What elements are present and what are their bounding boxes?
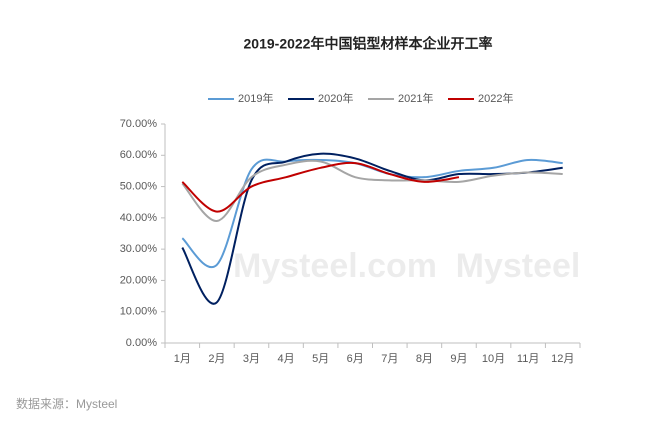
legend-label: 2020年 [318,91,353,105]
x-tick-label: 6月 [347,353,364,365]
y-tick-label: 40.00% [120,212,158,224]
y-tick-label: 50.00% [120,180,158,192]
x-tick-label: 4月 [277,353,294,365]
x-tick-label: 2月 [208,353,225,365]
y-tick-label: 70.00% [120,118,158,130]
x-tick-label: 9月 [450,353,467,365]
line [181,159,563,222]
watermark: Mysteel [456,247,581,285]
legend-label: 2022年 [478,91,513,105]
x-tick-label: 7月 [381,353,398,365]
x-tick-label: 5月 [312,353,329,365]
y-tick-label: 10.00% [120,306,158,318]
chart-title: 2019-2022年中国铝型材样本企业开工率 [244,36,493,52]
y-tick-label: 30.00% [120,243,158,255]
line [181,152,563,305]
y-tick-label: 0.00% [126,337,157,349]
y-tick-label: 60.00% [120,149,158,161]
x-tick-label: 3月 [243,353,260,365]
y-tick-label: 20.00% [120,274,158,286]
x-tick-label: 8月 [416,353,433,365]
watermark: Mysteel.com [233,247,437,285]
line [181,161,460,213]
x-tick-label: 12月 [551,353,574,365]
x-tick-label: 11月 [517,353,539,365]
legend-label: 2021年 [398,91,433,105]
x-tick-label: 1月 [174,353,191,365]
x-tick-label: 10月 [482,353,505,365]
legend-label: 2019年 [238,91,273,105]
source: 数据来源：Mysteel [16,396,117,411]
